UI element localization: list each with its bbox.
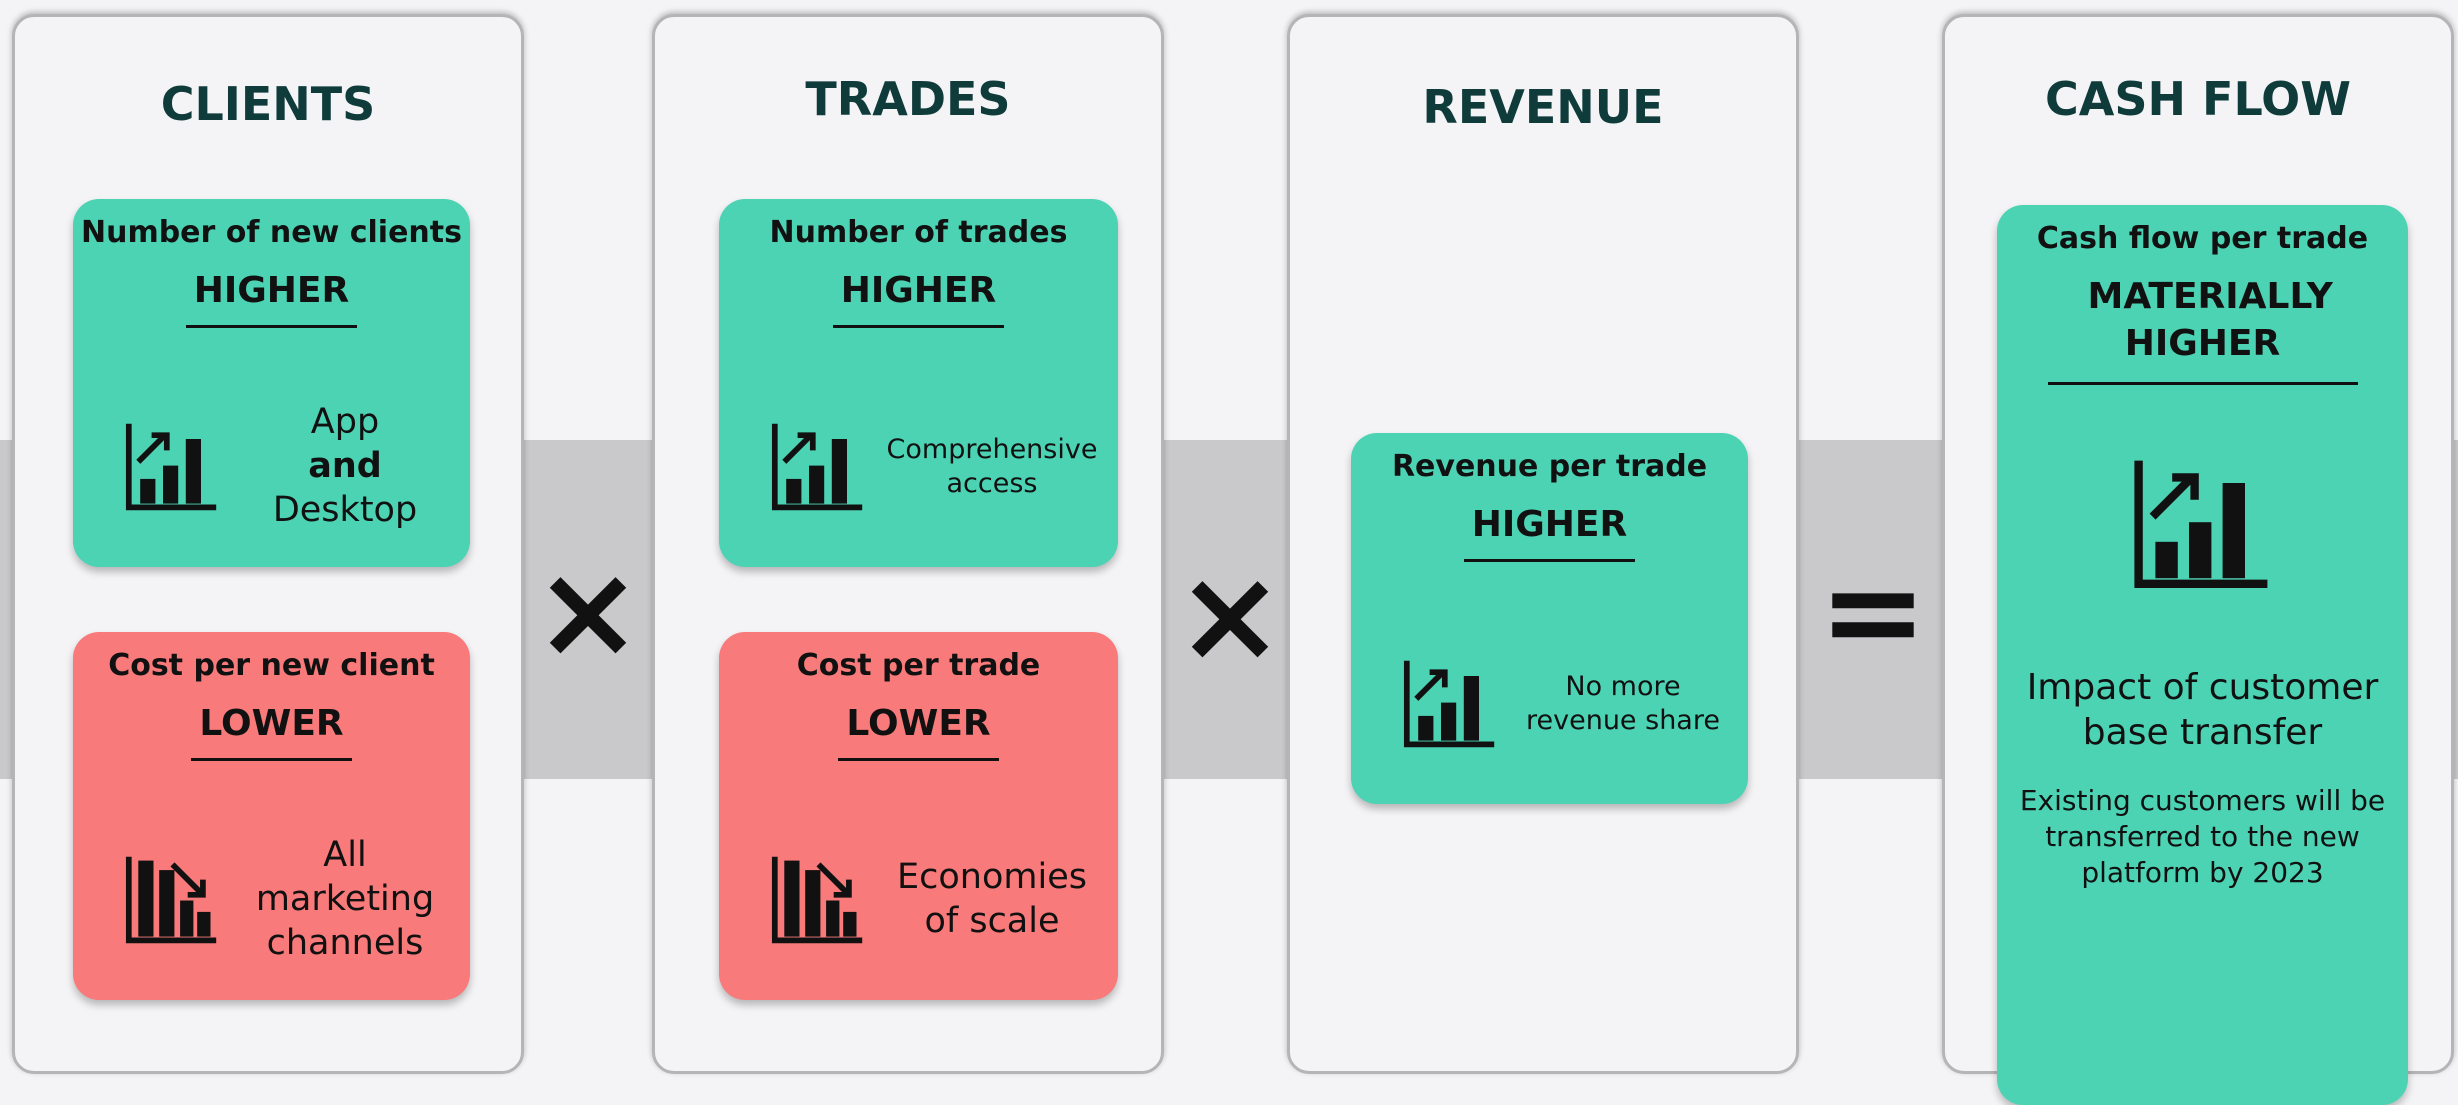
note-line: All <box>323 835 367 876</box>
note: No more revenue share <box>1498 670 1748 738</box>
metric-label: Number of trades <box>769 215 1068 250</box>
metric-card: Cash flow per trade MATERIALLY HIGHER Impa… <box>1997 205 2408 1105</box>
impact-detail: Existing customers will be transferred t… <box>2019 783 2386 890</box>
note: Comprehensive access <box>866 433 1118 501</box>
operator: × <box>533 535 643 687</box>
trend-icon <box>125 853 220 948</box>
column-title: CLIENTS <box>160 77 376 131</box>
column-panel: CLIENTS Number of new clients HIGHER App and… <box>12 14 524 1074</box>
icon-row: No more revenue share <box>1351 634 1748 774</box>
note-line: Economies <box>897 857 1087 898</box>
trend-icon <box>1403 657 1498 752</box>
icon-row: Economies of scale <box>719 830 1118 970</box>
metric-label: Cost per trade <box>796 648 1041 683</box>
note-line: and <box>308 446 382 487</box>
verdict-wrap: HIGHER <box>1351 484 1748 562</box>
metric-label: Cost per new client <box>108 648 435 683</box>
note-line: marketing <box>255 879 435 920</box>
note: Economies of scale <box>866 856 1118 944</box>
column-panel: REVENUE Revenue per trade HIGHER No more rev… <box>1287 14 1799 1074</box>
column-title: CASH FLOW <box>2045 72 2351 126</box>
impact-heading: Impact of customer base transfer <box>2026 666 2379 753</box>
verdict: HIGHER <box>1463 502 1636 562</box>
operator: = <box>1818 535 1928 687</box>
verdict: LOWER <box>191 701 352 761</box>
note-line: access <box>946 468 1038 499</box>
icon-row: Comprehensive access <box>719 397 1118 537</box>
verdict: HIGHER <box>832 268 1005 328</box>
metric-label: Revenue per trade <box>1391 449 1708 484</box>
note-line: No more <box>1565 671 1681 703</box>
operator: × <box>1175 539 1285 691</box>
metric-card: Cost per new client LOWER All marketing chan… <box>73 632 470 1000</box>
verdict-wrap: LOWER <box>73 683 470 761</box>
verdict-wrap: HIGHER <box>73 250 470 328</box>
metric-label: Cash flow per trade <box>2036 221 2369 256</box>
trend-icon <box>771 853 866 948</box>
icon-row: App and Desktop <box>73 397 470 537</box>
metric-label: Number of new clients <box>80 215 462 250</box>
trend-icon <box>2133 455 2273 595</box>
metric-card: Revenue per trade HIGHER No more revenue sh… <box>1351 433 1748 804</box>
trend-icon <box>771 420 866 515</box>
note: All marketing channels <box>220 834 470 965</box>
column-panel: TRADES Number of trades HIGHER Comprehensiv… <box>652 14 1164 1074</box>
icon-row: All marketing channels <box>73 830 470 970</box>
verdict-wrap: HIGHER <box>719 250 1118 328</box>
trend-icon <box>125 420 220 515</box>
note-line: App <box>310 402 380 443</box>
note-line: revenue share <box>1526 705 1720 736</box>
column-panel: CASH FLOW Cash flow per trade MATERIALLY H… <box>1942 14 2454 1105</box>
metric-card: Cost per trade LOWER Economies of scale <box>719 632 1118 1000</box>
note-line: of scale <box>924 901 1060 941</box>
note-line: Comprehensive <box>886 434 1098 466</box>
verdict: MATERIALLY HIGHER <box>2047 274 2358 385</box>
verdict: LOWER <box>838 701 999 761</box>
note-line: channels <box>266 922 424 963</box>
metric-card: Number of trades HIGHER Comprehensive acces… <box>719 199 1118 567</box>
page: CLIENTS Number of new clients HIGHER App and… <box>0 14 2458 1105</box>
note: App and Desktop <box>220 401 470 532</box>
column-title: REVENUE <box>1422 80 1664 134</box>
verdict: HIGHER <box>185 268 358 328</box>
verdict-wrap: LOWER <box>719 683 1118 761</box>
verdict-wrap: MATERIALLY HIGHER <box>1997 256 2408 385</box>
metric-card: Number of new clients HIGHER App and Desktop <box>73 199 470 567</box>
note-line: Desktop <box>272 489 418 530</box>
column-title: TRADES <box>805 72 1011 126</box>
